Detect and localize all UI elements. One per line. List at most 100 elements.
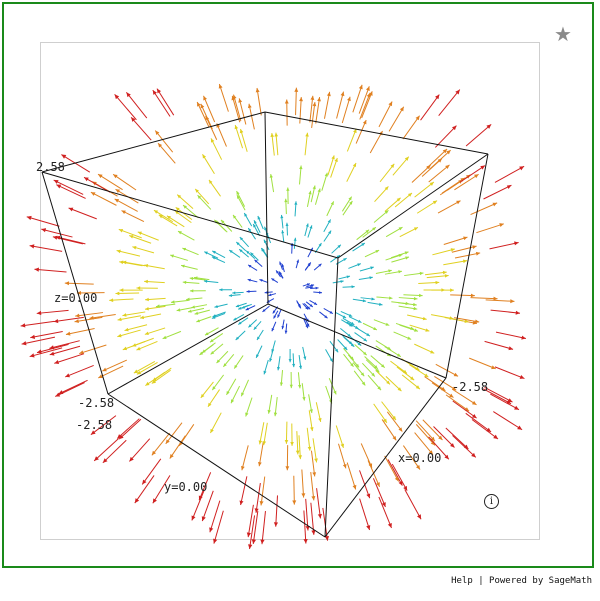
vector-arrow xyxy=(118,228,142,239)
info-icon[interactable]: i xyxy=(484,494,499,509)
vector-arrowhead xyxy=(324,172,328,177)
bounding-box xyxy=(41,111,489,538)
footer: Help | Powered by SageMath xyxy=(451,576,592,586)
vector-arrowhead xyxy=(491,365,496,370)
vector-arrowhead xyxy=(331,155,335,160)
vector-arrow xyxy=(355,119,367,144)
vector-arrowhead xyxy=(142,479,147,485)
vector-arrow xyxy=(90,415,117,436)
vector-arrowhead xyxy=(210,138,215,143)
vector-arrowhead xyxy=(36,310,42,316)
vector-arrowhead xyxy=(415,115,420,121)
vector-arrow xyxy=(125,91,148,119)
vector-arrow xyxy=(476,223,504,234)
vector-arrowhead xyxy=(456,200,461,205)
vector-arrowhead xyxy=(435,280,440,285)
vector-arrowhead xyxy=(247,103,252,109)
vector-arrowhead xyxy=(209,527,214,533)
vector-arrowhead xyxy=(298,455,303,460)
vector-arrowhead xyxy=(210,350,215,355)
vector-arrowhead xyxy=(264,291,268,294)
vector-arrow xyxy=(420,94,440,121)
vector-arrow xyxy=(122,311,146,317)
vector-arrow xyxy=(415,424,436,446)
vector-arrowhead xyxy=(54,360,60,365)
vector-arrowhead xyxy=(158,143,163,148)
vector-arrowhead xyxy=(435,94,440,100)
vector-arrowhead xyxy=(79,350,84,355)
vector-arrowhead xyxy=(329,310,333,314)
vector-arrow xyxy=(454,173,479,191)
vector-arrow xyxy=(34,268,67,273)
vector-arrowhead xyxy=(189,276,194,281)
vector-arrowhead xyxy=(438,435,443,441)
vector-arrow xyxy=(372,478,386,508)
vector-arrowhead xyxy=(284,198,288,203)
vector-arrowhead xyxy=(462,259,468,264)
vector-arrowhead xyxy=(396,353,401,357)
vector-arrowhead xyxy=(444,454,449,460)
vector-arrow xyxy=(379,163,395,183)
vector-arrow xyxy=(360,443,373,468)
x-axis-min-label: -2.58 xyxy=(452,380,489,394)
vector-arrowhead xyxy=(145,381,150,386)
vector-arrow xyxy=(293,475,295,505)
vector-arrow xyxy=(151,369,171,384)
vector-arrow xyxy=(315,97,321,124)
vector-arrowhead xyxy=(441,288,446,292)
vector-arrowhead xyxy=(371,297,375,301)
vector-arrowhead xyxy=(65,373,70,378)
star-icon[interactable]: ★ xyxy=(554,22,572,46)
vector-arrowhead xyxy=(247,278,251,282)
vector-arrowhead xyxy=(310,427,314,432)
vector-arrow xyxy=(310,450,316,477)
vector-arrowhead xyxy=(350,321,355,325)
vector-arrow xyxy=(391,463,408,491)
vector-arrow xyxy=(133,360,156,374)
vector-arrowhead xyxy=(121,210,126,214)
vector-arrowhead xyxy=(64,281,70,286)
vector-arrow xyxy=(416,200,438,214)
vector-arrow xyxy=(359,498,371,531)
help-link[interactable]: Help xyxy=(451,576,473,586)
vector-arrow xyxy=(196,101,210,128)
vector-arrow xyxy=(454,317,480,323)
vector-arrowhead xyxy=(358,84,363,90)
vector-arrow xyxy=(470,202,498,215)
vector-arrow xyxy=(74,316,103,323)
vector-arrowhead xyxy=(340,91,345,97)
vector-arrowhead xyxy=(114,94,120,100)
vector-arrow xyxy=(49,340,80,349)
vector-arrowhead xyxy=(236,191,240,195)
vector-arrowhead xyxy=(370,266,374,270)
vector-arrowhead xyxy=(306,283,311,286)
vector-field-3d-canvas[interactable] xyxy=(0,0,600,570)
vector-arrow xyxy=(490,309,521,314)
vector-arrowhead xyxy=(309,225,313,229)
vector-arrowhead xyxy=(352,484,357,490)
vector-arrow xyxy=(154,130,174,153)
vector-arrowhead xyxy=(208,179,213,184)
vector-arrow xyxy=(169,435,186,459)
vector-arrowhead xyxy=(298,384,302,389)
vector-arrowhead xyxy=(308,190,312,195)
vector-arrowhead xyxy=(366,525,371,530)
vector-arrowhead xyxy=(119,434,124,440)
vector-arrowhead xyxy=(317,188,321,193)
vector-arrowhead xyxy=(349,200,353,205)
vector-arrowhead xyxy=(257,215,261,220)
vector-arrow xyxy=(422,419,443,441)
vector-arrowhead xyxy=(102,367,107,372)
vector-arrowhead xyxy=(216,359,221,364)
vector-arrow xyxy=(387,459,403,486)
vector-arrowhead xyxy=(403,485,408,491)
vector-arrowhead xyxy=(136,370,142,375)
vector-arrow xyxy=(443,236,468,246)
vector-arrow xyxy=(117,329,141,338)
vector-arrowhead xyxy=(350,363,354,367)
vector-arrowhead xyxy=(350,356,354,361)
vector-arrowhead xyxy=(413,296,418,301)
vector-arrowhead xyxy=(129,456,134,462)
vector-arrow xyxy=(335,425,344,448)
vector-arrow xyxy=(83,176,111,193)
